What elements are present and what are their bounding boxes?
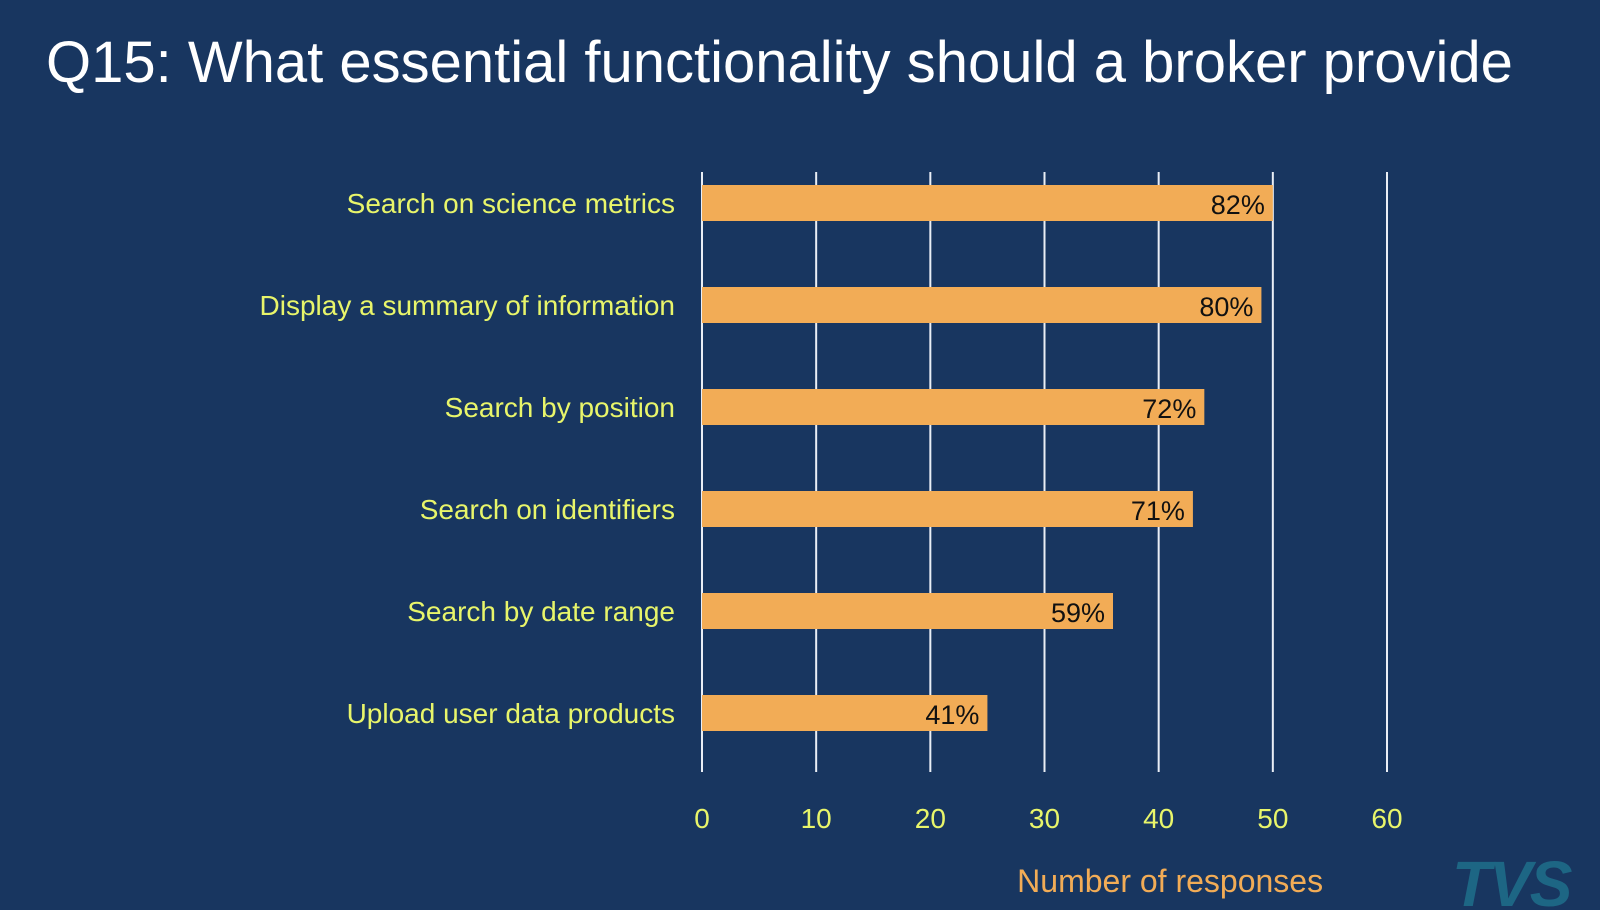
data-label: 80% bbox=[1199, 292, 1253, 322]
x-tick-label: 10 bbox=[801, 803, 832, 834]
x-tick-label: 40 bbox=[1143, 803, 1174, 834]
category-label: Search on identifiers bbox=[420, 494, 675, 525]
category-label: Upload user data products bbox=[347, 698, 675, 729]
data-label: 72% bbox=[1142, 394, 1196, 424]
x-tick-label: 20 bbox=[915, 803, 946, 834]
data-label: 59% bbox=[1051, 598, 1105, 628]
slide-title: Q15: What essential functionality should… bbox=[46, 30, 1513, 95]
category-label: Search on science metrics bbox=[347, 188, 675, 219]
x-axis-title: Number of responses bbox=[1017, 863, 1323, 899]
x-tick-label: 0 bbox=[694, 803, 710, 834]
bar bbox=[702, 185, 1273, 221]
bar bbox=[702, 389, 1205, 425]
data-label: 71% bbox=[1131, 496, 1185, 526]
bar bbox=[702, 491, 1193, 527]
x-tick-label: 50 bbox=[1257, 803, 1288, 834]
data-label: 82% bbox=[1211, 190, 1265, 220]
bar bbox=[702, 287, 1262, 323]
category-label: Display a summary of information bbox=[260, 290, 675, 321]
watermark-logo: TVS bbox=[1452, 848, 1572, 910]
x-tick-label: 60 bbox=[1371, 803, 1402, 834]
data-label: 41% bbox=[925, 700, 979, 730]
x-tick-label: 30 bbox=[1029, 803, 1060, 834]
category-label: Search by date range bbox=[407, 596, 675, 627]
category-label: Search by position bbox=[445, 392, 675, 423]
bar bbox=[702, 593, 1113, 629]
bar bbox=[702, 695, 988, 731]
